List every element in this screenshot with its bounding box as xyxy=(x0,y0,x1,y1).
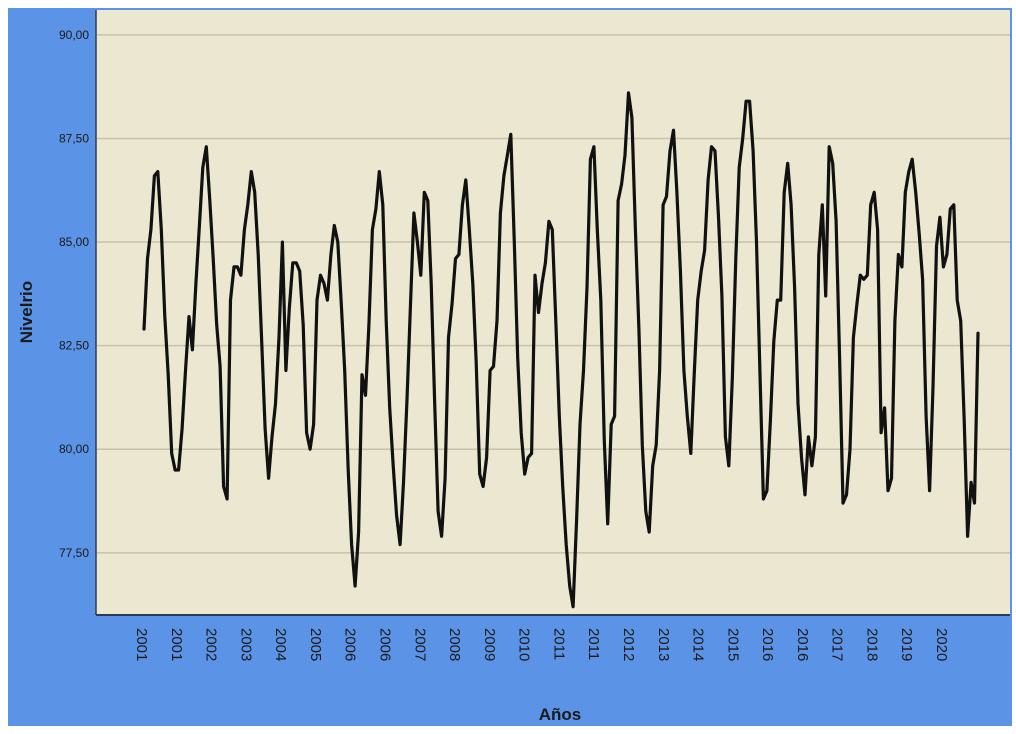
x-tick-label: 2008 xyxy=(446,628,463,661)
x-tick-label: 2014 xyxy=(690,628,707,661)
y-tick-label: 77,50 xyxy=(59,546,89,560)
x-tick-label: 2016 xyxy=(759,628,776,661)
x-tick-label: 2019 xyxy=(898,628,915,661)
x-tick-label: 2011 xyxy=(585,628,602,660)
x-tick-label: 2009 xyxy=(481,628,498,661)
x-tick-label: 2004 xyxy=(272,628,289,661)
x-tick-labels: 2001 2001 2002 2003 2004 2005 2006 2006 2007 2008… xyxy=(133,628,950,661)
y-tick-label: 85,00 xyxy=(59,235,89,249)
y-axis-label: Nivelrio xyxy=(17,281,36,343)
plot-background xyxy=(96,10,1010,615)
x-tick-label: 2005 xyxy=(307,628,324,661)
x-tick-label: 2015 xyxy=(724,628,741,661)
y-tick-label: 80,00 xyxy=(59,442,89,456)
x-tick-label: 2013 xyxy=(655,628,672,661)
x-tick-label: 2007 xyxy=(411,628,428,661)
x-tick-label: 2017 xyxy=(829,628,846,661)
x-tick-label: 2006 xyxy=(377,628,394,661)
x-tick-label: 2016 xyxy=(794,628,811,661)
y-tick-labels: 90,00 87,50 85,00 82,50 80,00 77,50 xyxy=(59,28,89,560)
y-tick-label: 90,00 xyxy=(59,28,89,42)
x-tick-label: 2010 xyxy=(516,628,533,661)
x-tick-label: 2006 xyxy=(342,628,359,661)
x-tick-label: 2002 xyxy=(203,628,220,661)
x-tick-label: 2020 xyxy=(933,628,950,661)
x-tick-label: 2018 xyxy=(863,628,880,661)
x-tick-label: 2003 xyxy=(237,628,254,661)
y-tick-label: 87,50 xyxy=(59,131,89,145)
x-tick-label: 2001 xyxy=(168,628,185,661)
series-line xyxy=(142,91,980,609)
y-tick-label: 82,50 xyxy=(59,339,89,353)
x-tick-label: 2001 xyxy=(133,628,150,661)
x-axis-label: Años xyxy=(539,705,582,724)
x-tick-label: 2011 xyxy=(550,628,567,660)
x-tick-label: 2012 xyxy=(620,628,637,661)
